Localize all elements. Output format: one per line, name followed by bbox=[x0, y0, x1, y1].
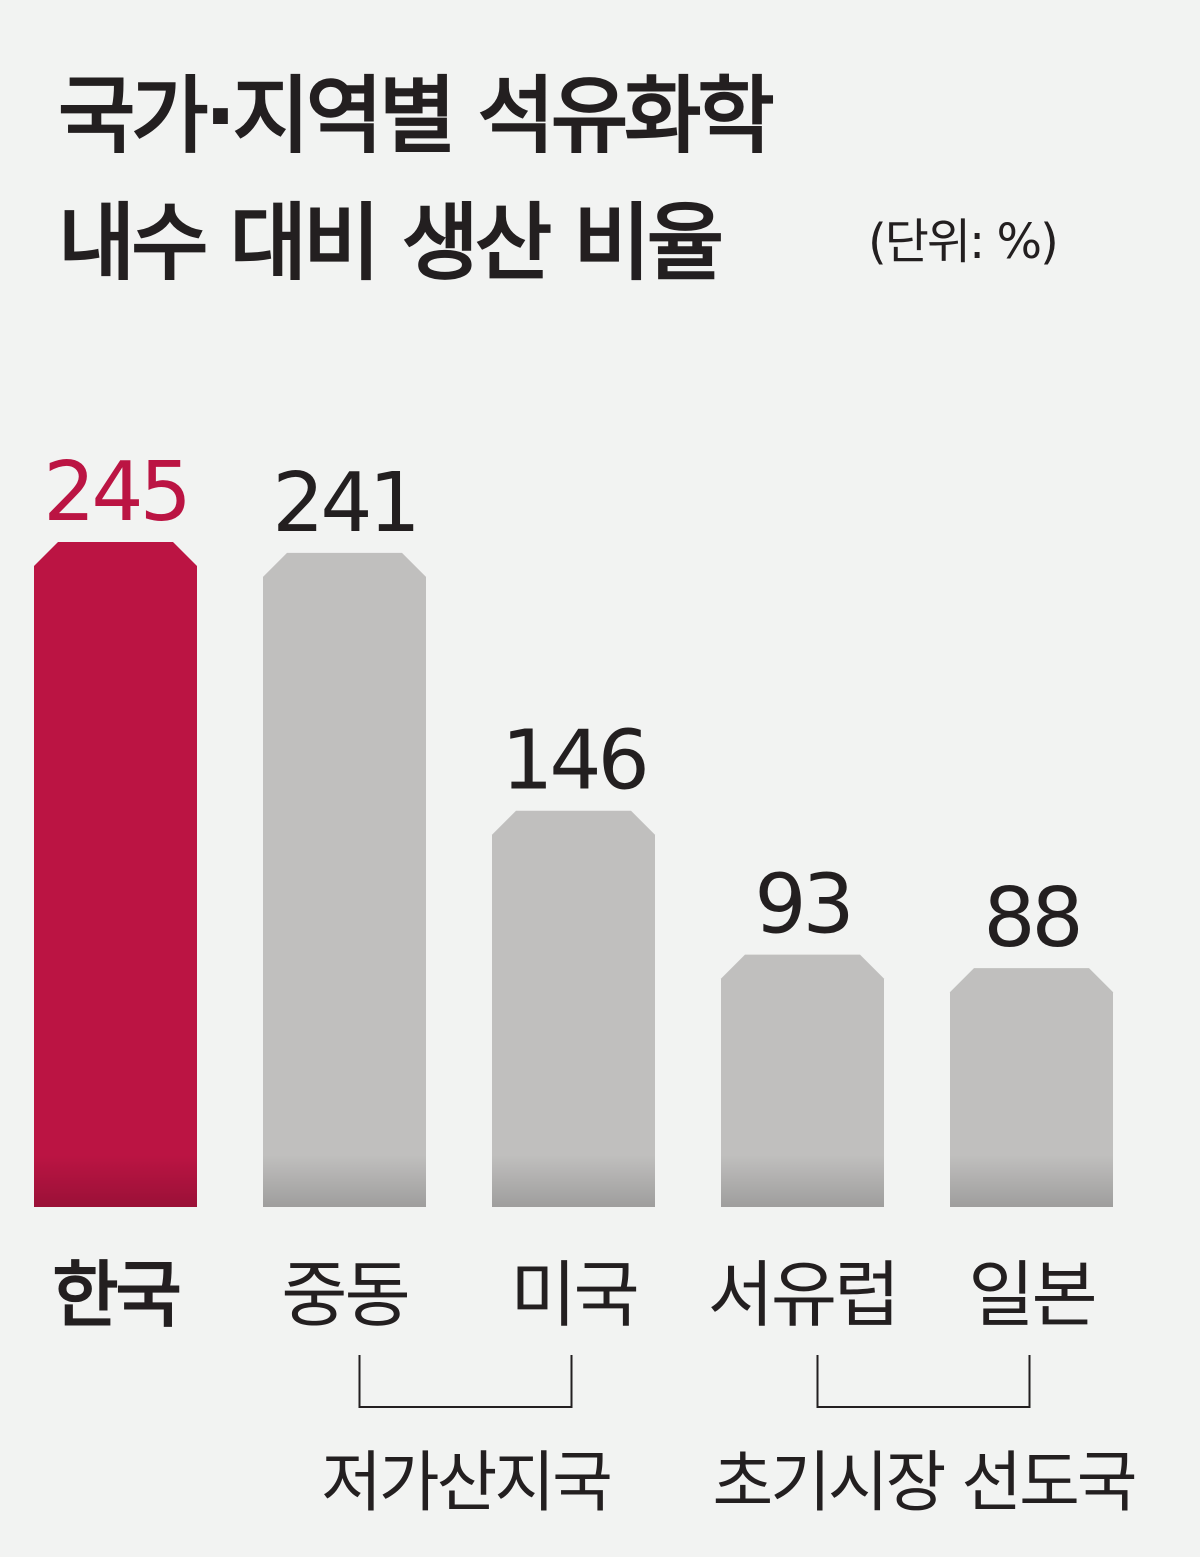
value-label: 93 bbox=[754, 858, 850, 953]
bar-shade bbox=[492, 1155, 655, 1207]
bar bbox=[492, 810, 655, 1207]
bar bbox=[263, 552, 426, 1207]
x-tick-label: 한국 bbox=[52, 1253, 179, 1337]
value-label: 88 bbox=[983, 871, 1079, 966]
value-label: 241 bbox=[272, 456, 417, 551]
bar bbox=[721, 954, 884, 1207]
bar-shade bbox=[721, 1155, 884, 1207]
value-label: 146 bbox=[501, 714, 646, 809]
x-tick-label: 미국 bbox=[510, 1253, 636, 1337]
group-bracket bbox=[358, 1355, 573, 1408]
bar-shade bbox=[263, 1155, 426, 1207]
x-tick-label: 중동 bbox=[281, 1253, 407, 1337]
value-label: 245 bbox=[43, 445, 188, 540]
group-bracket bbox=[816, 1355, 1031, 1408]
bar bbox=[950, 968, 1113, 1207]
bar-shade bbox=[34, 1155, 197, 1207]
unit-label: (단위: %) bbox=[868, 214, 1057, 270]
group-label: 초기시장 선도국 bbox=[712, 1444, 1134, 1521]
bar-shade bbox=[950, 1155, 1113, 1207]
x-tick-label: 서유럽 bbox=[708, 1253, 898, 1337]
bar bbox=[34, 542, 197, 1207]
x-tick-label: 일본 bbox=[968, 1253, 1094, 1337]
chart-title: 국가·지역별 석유화학 bbox=[58, 67, 773, 165]
group-label: 저가산지국 bbox=[321, 1444, 610, 1521]
chart-title: 내수 대비 생산 비율 bbox=[58, 194, 722, 292]
